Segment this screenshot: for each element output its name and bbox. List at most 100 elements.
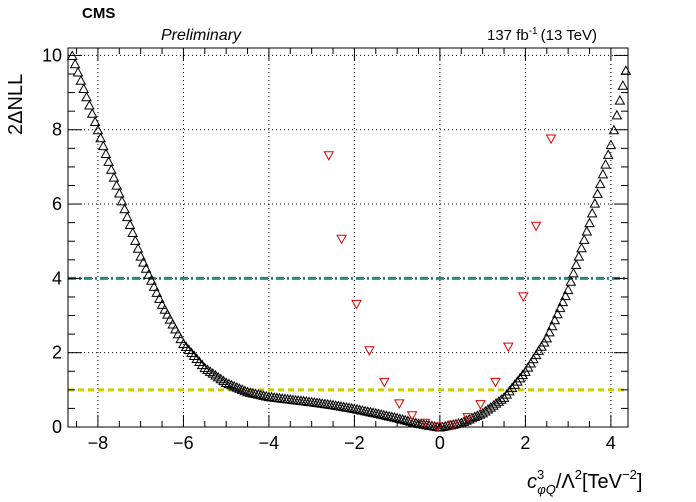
scan-point xyxy=(389,412,400,422)
scan-point xyxy=(231,381,243,392)
x-title-lambda: /Λ xyxy=(556,471,576,493)
x-tick-label: 0 xyxy=(435,433,445,453)
scan-point xyxy=(501,388,513,399)
scan-point xyxy=(359,405,371,416)
scan-point xyxy=(405,416,416,426)
plot-frame xyxy=(67,47,629,428)
red-point xyxy=(490,377,501,388)
scan-point xyxy=(370,407,382,418)
scan-point xyxy=(565,276,577,286)
scan-point xyxy=(509,379,521,389)
scan-point xyxy=(239,385,251,396)
red-point xyxy=(364,346,375,356)
x-title-unit-sup: −2 xyxy=(622,467,637,482)
scan-point xyxy=(242,386,253,397)
scan-point xyxy=(576,242,587,253)
scan-point xyxy=(92,124,104,135)
scan-point xyxy=(164,313,176,324)
scan-point xyxy=(72,66,84,77)
scan-point xyxy=(391,412,403,423)
scan-point xyxy=(226,379,237,390)
scan-point xyxy=(143,269,155,279)
scan-point xyxy=(399,414,411,425)
scan-point xyxy=(375,409,387,419)
scan-point xyxy=(589,198,601,208)
scan-point xyxy=(111,179,122,190)
scan-point xyxy=(381,410,392,420)
scan-point xyxy=(386,411,398,422)
scan-point xyxy=(506,382,518,393)
scan-point xyxy=(367,407,379,417)
scan-point xyxy=(357,405,368,415)
x-axis-title: c3 φQ/Λ2[TeV−2] xyxy=(527,467,642,497)
red-point xyxy=(475,400,486,410)
scan-point xyxy=(514,372,526,383)
scan-point xyxy=(135,250,147,261)
lumi-label: 137 fb-1 (13 TeV) xyxy=(487,26,597,44)
scan-point xyxy=(129,235,141,245)
scan-point xyxy=(552,308,563,319)
scan-point xyxy=(407,416,419,427)
x-title-sub: φQ xyxy=(537,482,556,497)
lumi-unit-sup: -1 xyxy=(529,26,538,37)
scan-point xyxy=(228,380,240,391)
y-tick-label: 4 xyxy=(52,268,62,288)
y-tick-label: 6 xyxy=(52,194,62,214)
scan-point xyxy=(362,406,374,416)
scan-point xyxy=(383,410,395,421)
scan-point xyxy=(549,314,561,325)
scan-point xyxy=(218,375,229,386)
x-title-unit-close: ] xyxy=(637,471,643,493)
lumi-energy: (13 TeV) xyxy=(541,27,597,44)
scan-point xyxy=(378,409,390,420)
scan-point xyxy=(167,318,179,329)
x-title-unit-open: [TeV xyxy=(582,471,623,493)
plot-area: −8 −6 −4 −2 0 2 4 0 2 4 6 8 10 xyxy=(42,45,632,453)
scan-point xyxy=(402,415,414,426)
scan-point xyxy=(137,257,149,267)
scan-point xyxy=(148,281,160,291)
y-axis-title: 2ΔNLL xyxy=(5,74,27,135)
scan-point xyxy=(602,149,614,159)
scan-point xyxy=(108,172,120,182)
scan-point xyxy=(124,219,136,230)
red-point xyxy=(393,399,405,410)
scan-point xyxy=(365,406,376,417)
red-point xyxy=(502,342,514,353)
scan-point xyxy=(544,326,555,337)
scan-point xyxy=(474,409,486,419)
scan-point xyxy=(95,132,106,143)
scan-point xyxy=(69,58,81,69)
scan-point xyxy=(560,290,571,301)
scan-point xyxy=(568,267,579,278)
scan-point xyxy=(260,390,272,401)
scan-point xyxy=(140,263,152,273)
x-title-c: c xyxy=(527,471,537,493)
scan-point xyxy=(66,50,78,60)
scan-point xyxy=(541,332,553,343)
red-point xyxy=(517,292,529,303)
scan-point xyxy=(592,188,603,198)
red-point xyxy=(336,234,347,245)
scan-point xyxy=(608,124,620,135)
scan-point xyxy=(75,75,87,85)
scan-point xyxy=(250,388,261,399)
scan-point xyxy=(557,296,569,307)
scan-point xyxy=(220,377,232,387)
red-point xyxy=(323,151,335,161)
scan-point xyxy=(349,403,360,413)
x-title-sup3: 3 xyxy=(537,467,544,482)
x-tick-label: −2 xyxy=(344,433,365,453)
scan-point xyxy=(105,164,117,174)
scan-point xyxy=(162,309,173,319)
red-point xyxy=(378,377,390,388)
y-tick-label: 10 xyxy=(42,45,62,65)
scan-point xyxy=(89,116,101,127)
scan-point xyxy=(212,371,224,382)
scan-point xyxy=(512,375,523,386)
scan-point xyxy=(546,320,558,331)
scan-point xyxy=(410,417,422,428)
scan-point xyxy=(151,287,163,297)
scan-point xyxy=(215,373,227,384)
scan-point xyxy=(127,227,139,237)
